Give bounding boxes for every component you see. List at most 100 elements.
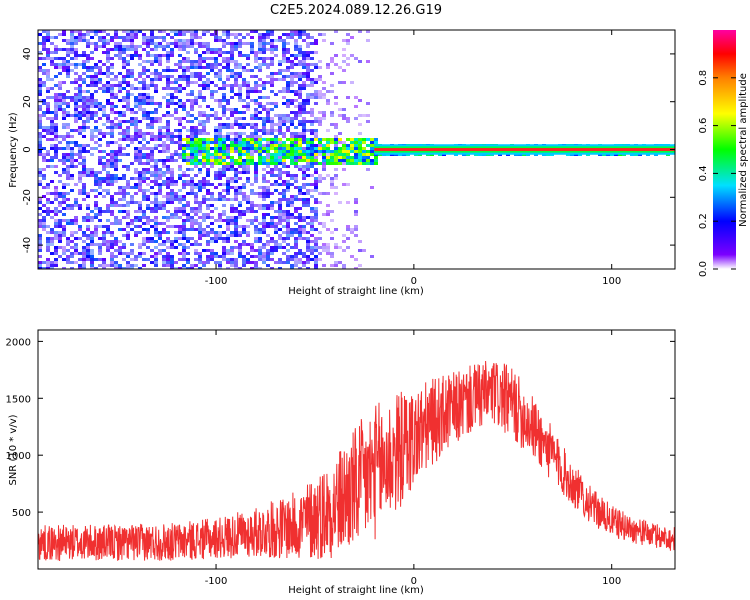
spectrogram-cell [82, 99, 86, 102]
spectrogram-cell [114, 204, 118, 207]
spectrogram-cell [98, 39, 102, 42]
spectrogram-cell [66, 51, 70, 54]
spectrogram-cell [178, 123, 182, 126]
spectrogram-cell [110, 156, 114, 159]
spectrogram-cell [134, 129, 138, 132]
spectrogram-cell [170, 30, 174, 33]
spectrogram-cell [70, 69, 74, 72]
spectrogram-cell [310, 219, 314, 222]
spectrogram-cell [250, 90, 254, 93]
spectrogram-cell [142, 264, 146, 267]
spectrogram-cell [54, 261, 58, 264]
spectrogram-cell [114, 243, 118, 246]
spectrogram-cell [94, 174, 98, 177]
spectrogram-cell [306, 201, 310, 204]
spectrogram-cell [162, 243, 166, 246]
spectrogram-cell [326, 90, 330, 93]
spectrogram-cell [126, 33, 130, 36]
spectrogram-cell [74, 231, 78, 234]
spectrogram-cell [66, 222, 70, 225]
spectrogram-cell [118, 219, 122, 222]
spectrogram-cell [290, 195, 294, 198]
spectrogram-cell [158, 117, 162, 120]
spectrogram-cell [134, 51, 138, 54]
spectrogram-cell [182, 219, 186, 222]
spectrogram-cell [314, 63, 318, 66]
spectrogram-cell [234, 189, 238, 192]
spectrogram-cell [162, 222, 166, 225]
spectrogram-cell [286, 255, 290, 258]
spectrogram-cell [210, 204, 214, 207]
spectrogram-cell [162, 141, 166, 144]
spectrogram-cell [174, 111, 178, 114]
spectrogram-cell [290, 234, 294, 237]
spectrogram-cell [206, 180, 210, 183]
spectrogram-cell [230, 210, 234, 213]
spectrogram-cell [150, 240, 154, 243]
spectrogram-cell [210, 198, 214, 201]
spectrogram-cell [210, 57, 214, 60]
spectrogram-cell [250, 138, 254, 141]
spectrogram-cell [42, 102, 46, 105]
spectrogram-cell [50, 192, 54, 195]
spectrogram-cell [334, 123, 338, 126]
spectrogram-cell [78, 204, 82, 207]
spectrogram-cell [98, 105, 102, 108]
spectrogram-cell [126, 255, 130, 258]
spectrogram-cell [178, 84, 182, 87]
spectrogram-cell [182, 243, 186, 246]
spectrogram-cell [286, 129, 290, 132]
spectrogram-cell [46, 246, 50, 249]
spectrogram-cell [138, 231, 142, 234]
spectrogram-cell [290, 216, 294, 219]
spectrogram-cell [82, 36, 86, 39]
spectrogram-cell [158, 57, 162, 60]
spectrogram-cell [166, 129, 170, 132]
spectrogram-cell [154, 108, 158, 111]
spectrogram-cell [330, 150, 334, 153]
spectrogram-cell [54, 57, 58, 60]
spectrogram-cell [250, 156, 254, 159]
spectrogram-cell [214, 51, 218, 54]
spectrogram-cell [318, 201, 322, 204]
spectrogram-cell [298, 114, 302, 117]
spectrogram-cell [278, 210, 282, 213]
spectrogram-cell [122, 246, 126, 249]
spectrogram-cell [154, 90, 158, 93]
spectrogram-cell [102, 45, 106, 48]
spectrogram-cell [302, 174, 306, 177]
spectrogram-cell [94, 90, 98, 93]
spectrogram-cell [38, 108, 42, 111]
spectrogram-cell [190, 228, 194, 231]
spectrogram-cell [346, 201, 350, 204]
spectrogram-cell [334, 156, 338, 159]
spectrogram-cell [258, 267, 262, 269]
spectrogram-cell [342, 144, 346, 147]
spectrogram-cell [70, 51, 74, 54]
spectrogram-cell [210, 114, 214, 117]
spectrogram-cell [162, 54, 166, 57]
spectrogram-cell [130, 54, 134, 57]
spectrogram-cell [262, 57, 266, 60]
spectrogram-cell [294, 258, 298, 261]
spectrogram-cell [74, 51, 78, 54]
spectrogram-cell [186, 75, 190, 78]
spectrogram-cell [146, 219, 150, 222]
spectrogram-cell [258, 255, 262, 258]
spectrogram-cell [302, 132, 306, 135]
spectrogram-cell [238, 39, 242, 42]
spectrogram-cell [82, 231, 86, 234]
spectrogram-cell [86, 168, 90, 171]
spectrogram-cell [262, 207, 266, 210]
spectrogram-cell [286, 114, 290, 117]
spectrogram-cell [186, 147, 190, 150]
spectrogram-cell [70, 177, 74, 180]
spectrogram-cell [74, 87, 78, 90]
spectrogram-cell [294, 153, 298, 156]
spectrogram-cell [242, 165, 246, 168]
spectrogram-cell [58, 96, 62, 99]
spectrogram-cell [186, 99, 190, 102]
spectrogram-cell [342, 108, 346, 111]
spectrogram-cell [258, 105, 262, 108]
spectrogram-cell [126, 30, 130, 33]
